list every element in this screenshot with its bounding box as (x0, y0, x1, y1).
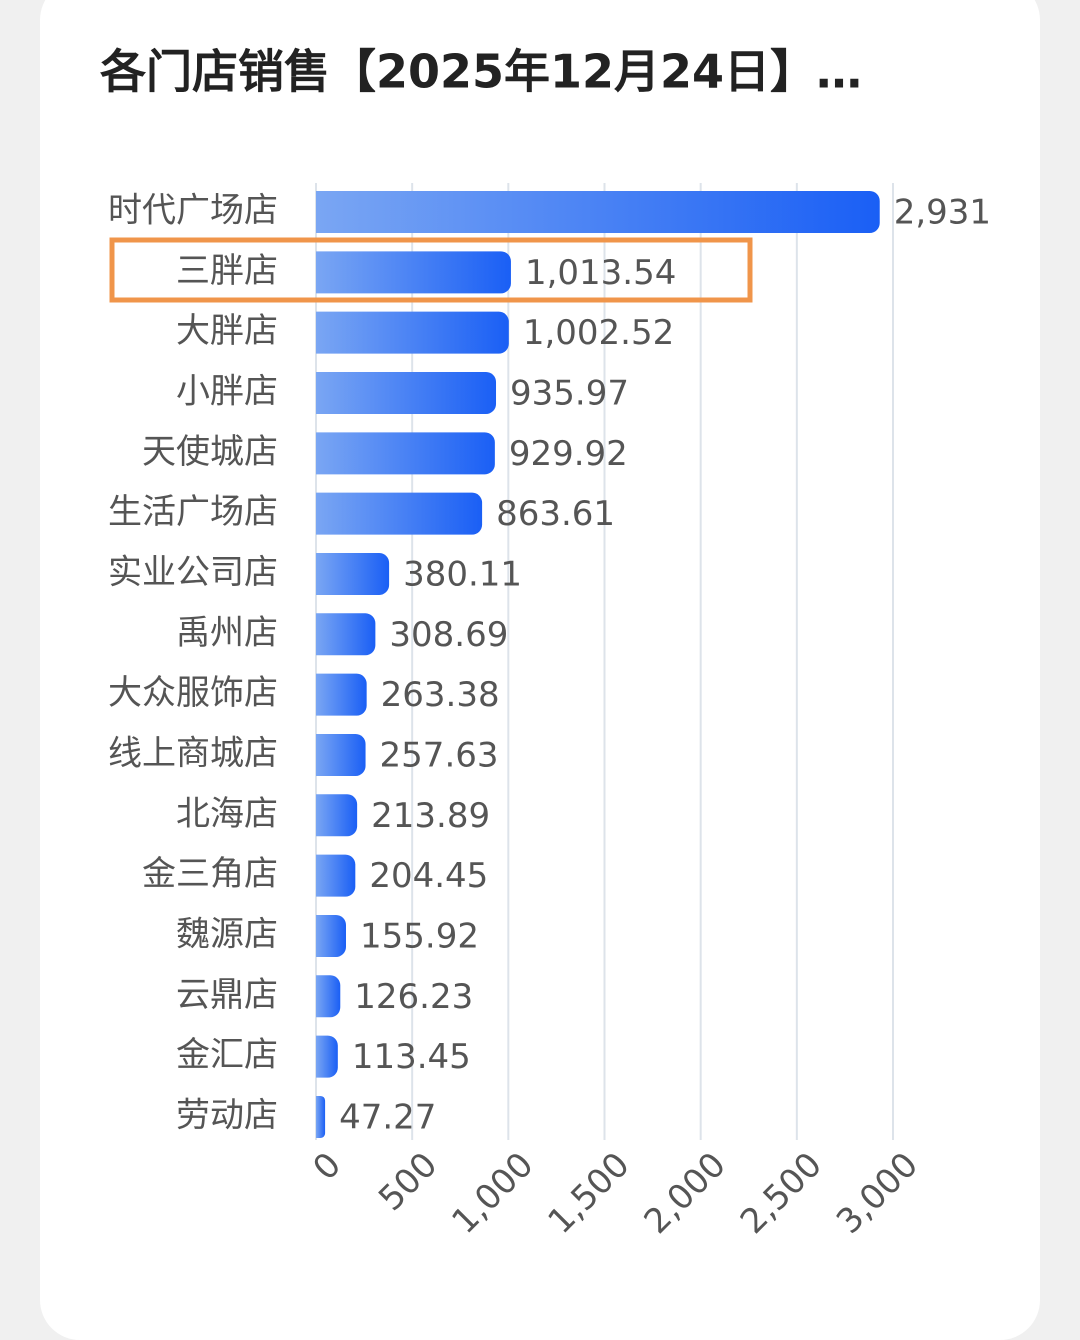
bar (316, 854, 356, 897)
x-tick-label: 1,500 (540, 1145, 637, 1242)
y-tick-label: 云鼎店 (176, 975, 278, 1015)
x-tick-label: 2,500 (733, 1145, 830, 1242)
y-tick-label: 禹州店 (176, 613, 278, 653)
y-tick-label: 三胖店 (176, 251, 278, 291)
x-tick-label: 0 (305, 1145, 349, 1189)
y-tick-label: 魏源店 (176, 914, 278, 954)
bar (316, 371, 497, 414)
value-label: 47.27 (339, 1097, 436, 1137)
y-tick-label: 天使城店 (142, 432, 278, 472)
value-label: 308.69 (389, 615, 508, 655)
chart: 各门店销售【2025年12月24日】… 0 500 1,000 1,500 2,000 2… (100, 45, 991, 1242)
highlight-box (109, 237, 753, 303)
y-tick-label: 线上商城店 (108, 733, 278, 773)
page: {"chart_data": {"type": "hbar", "title":… (40, 0, 1040, 1340)
x-tick-label: 500 (371, 1145, 445, 1219)
chart-title: 各门店销售【2025年12月24日】… (100, 45, 862, 99)
value-label: 935.97 (510, 373, 629, 413)
bar (316, 733, 366, 776)
y-tick-label: 时代广场店 (108, 191, 278, 231)
y-tick-label: 小胖店 (176, 371, 278, 411)
bar (316, 191, 880, 233)
y-tick-label: 实业公司店 (108, 552, 278, 592)
bar (316, 794, 358, 837)
value-label: 1,002.52 (523, 313, 674, 353)
value-label: 863.61 (496, 494, 615, 534)
value-label: 257.63 (380, 735, 499, 775)
bar (316, 1035, 338, 1078)
y-tick-label: 大胖店 (176, 311, 278, 351)
value-label: 204.45 (369, 856, 488, 896)
value-label: 113.45 (352, 1037, 471, 1077)
y-tick-label: 金三角店 (142, 854, 278, 894)
value-label: 213.89 (371, 796, 490, 836)
bar (316, 492, 483, 535)
value-label: 263.38 (381, 675, 500, 715)
y-tick-label: 大众服饰店 (108, 673, 278, 713)
bar (316, 432, 495, 475)
y-tick-label: 北海店 (176, 794, 278, 834)
y-tick-label: 金汇店 (176, 1035, 278, 1075)
x-tick-label: 2,000 (637, 1145, 734, 1242)
value-label: 126.23 (354, 977, 473, 1017)
bar (316, 1095, 326, 1138)
bar (316, 251, 511, 294)
y-tick-label: 生活广场店 (108, 492, 278, 532)
value-label: 929.92 (509, 434, 628, 474)
bar (316, 975, 341, 1018)
value-label: 1,013.54 (525, 253, 676, 293)
bar (316, 673, 367, 716)
bar (316, 552, 390, 595)
value-label: 155.92 (360, 916, 479, 956)
x-tick-label: 3,000 (829, 1145, 926, 1242)
bar (316, 914, 346, 957)
bar (316, 613, 376, 656)
y-tick-label: 劳动店 (176, 1095, 278, 1135)
bar (316, 311, 509, 354)
value-label: 380.11 (403, 554, 522, 594)
x-tick-label: 1,000 (444, 1145, 541, 1242)
value-label: 2,931 (894, 193, 991, 233)
